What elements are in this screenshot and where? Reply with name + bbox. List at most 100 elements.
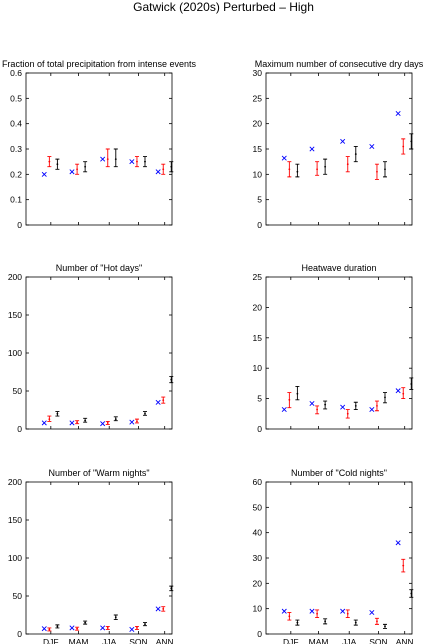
black-point-ann (410, 592, 413, 595)
y-tick-label: 200 (8, 272, 22, 282)
chart-panel-5: Number of "Warm nights" 0 50 100 150 200 DJF MA… (8, 468, 174, 644)
black-point-son (144, 623, 146, 626)
black-point-djf (56, 412, 59, 415)
y-tick-label: 150 (8, 310, 22, 320)
black-point-mam (324, 165, 327, 168)
cross-marker-jja (100, 625, 106, 631)
red-point-son (376, 170, 378, 173)
chart-panel-1: Fraction of total precipitation from int… (2, 59, 197, 230)
x-tick-label: SON (369, 637, 387, 644)
black-point-ann (410, 383, 413, 385)
chart-title: Heatwave duration (301, 263, 376, 273)
y-tick-label: 30 (253, 553, 263, 563)
black-point-mam (84, 621, 87, 624)
red-point-ann (162, 168, 165, 171)
y-tick-label: 0.6 (10, 68, 22, 78)
y-tick-label: 50 (13, 591, 23, 601)
red-point-mam (316, 168, 318, 171)
red-point-jja (106, 627, 109, 629)
chart-title: Number of "Cold nights" (291, 468, 387, 478)
plot-area (25, 276, 173, 430)
black-point-jja (114, 158, 117, 161)
x-tick-label: SON (129, 637, 147, 644)
cross-marker-jja (340, 608, 346, 614)
red-point-ann (162, 608, 165, 610)
black-point-son (144, 160, 146, 163)
y-tick-label: 200 (8, 477, 22, 487)
black-point-mam (84, 165, 87, 168)
y-tick-label: 0 (257, 220, 262, 230)
red-point-ann (402, 145, 405, 148)
red-point-jja (346, 163, 349, 166)
y-tick-label: 25 (253, 93, 263, 103)
y-tick-label: 50 (13, 386, 23, 396)
cross-marker-djf (281, 407, 287, 413)
cross-marker-ann (395, 388, 401, 394)
red-errorbar-jja (105, 148, 110, 168)
red-point-djf (48, 418, 51, 421)
cross-marker-son (369, 407, 375, 413)
red-point-djf (48, 160, 51, 163)
red-point-son (376, 404, 378, 407)
y-tick-label: 20 (253, 302, 263, 312)
red-point-jja (106, 422, 109, 424)
black-point-jja (354, 153, 357, 155)
y-tick-label: 0.5 (10, 93, 22, 103)
cross-marker-son (369, 609, 375, 615)
cross-marker-ann (395, 540, 401, 546)
black-point-djf (296, 170, 299, 173)
black-point-ann (410, 140, 413, 143)
cross-marker-jja (340, 404, 346, 410)
red-point-son (136, 627, 138, 629)
figure-title: Gatwick (2020s) Perturbed – High (133, 0, 314, 14)
y-tick-label: 100 (8, 348, 22, 358)
black-point-ann (170, 587, 173, 590)
cross-marker-jja (100, 156, 106, 162)
cross-marker-ann (155, 606, 161, 612)
y-tick-label: 5 (257, 394, 262, 404)
red-point-mam (76, 627, 78, 630)
y-tick-label: 60 (253, 477, 263, 487)
y-tick-label: 40 (253, 528, 263, 538)
x-tick-label: DJF (43, 637, 59, 644)
black-point-son (384, 396, 386, 399)
red-point-djf (288, 615, 291, 618)
cross-marker-djf (281, 155, 287, 161)
cross-marker-mam (69, 169, 75, 175)
black-point-djf (296, 392, 299, 395)
y-tick-label: 0 (17, 220, 22, 230)
y-tick-label: 20 (253, 119, 263, 129)
black-point-jja (114, 616, 117, 619)
cross-marker-djf (41, 420, 47, 426)
red-point-ann (402, 564, 405, 567)
x-tick-label: MAM (309, 637, 329, 644)
x-tick-label: DJF (283, 637, 299, 644)
cross-marker-djf (41, 171, 47, 177)
cross-marker-ann (155, 399, 161, 405)
y-tick-label: 0.1 (10, 195, 22, 205)
black-point-djf (56, 163, 59, 166)
cross-marker-ann (155, 169, 161, 175)
cross-marker-jja (340, 138, 346, 144)
black-point-mam (324, 403, 327, 406)
chart-panel-3: Number of "Hot days" 0 50 100 150 200 (8, 263, 174, 434)
red-point-son (376, 620, 378, 623)
red-point-ann (162, 399, 165, 402)
cross-marker-mam (69, 420, 75, 426)
cross-marker-ann (395, 111, 401, 117)
y-tick-label: 50 (253, 502, 263, 512)
red-point-ann (402, 392, 405, 395)
black-point-ann (170, 165, 173, 168)
red-point-mam (76, 168, 78, 171)
black-point-jja (114, 418, 117, 421)
red-point-mam (316, 408, 318, 411)
cross-marker-mam (309, 608, 315, 614)
cross-marker-son (129, 159, 135, 165)
y-tick-label: 0 (257, 424, 262, 434)
y-tick-label: 15 (253, 333, 263, 343)
black-point-son (384, 168, 386, 171)
cross-marker-son (129, 626, 135, 632)
black-point-mam (84, 419, 87, 422)
cross-marker-jja (100, 421, 106, 427)
red-point-djf (288, 168, 291, 171)
